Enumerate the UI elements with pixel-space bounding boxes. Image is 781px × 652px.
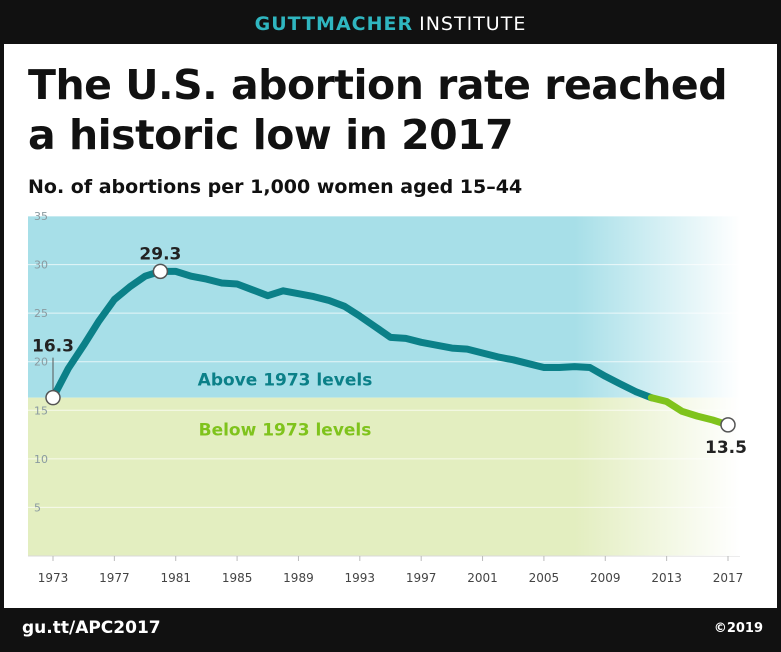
x-tick-label: 2017: [713, 571, 744, 585]
callout-marker: [45, 389, 61, 406]
x-tick-label: 2013: [651, 571, 682, 585]
x-tick-label: 2009: [590, 571, 621, 585]
header-bar: GUTTMACHER INSTITUTE: [4, 4, 777, 44]
x-tick-label: 1981: [160, 571, 191, 585]
x-tick-label: 1993: [345, 571, 376, 585]
copyright-text: ©2019: [713, 620, 763, 636]
y-tick-label: 25: [34, 307, 48, 320]
x-tick-label: 2001: [467, 571, 498, 585]
title-line-2: a historic low in 2017: [28, 111, 514, 159]
x-tick-label: 1977: [99, 571, 130, 585]
x-tick-label: 1989: [283, 571, 314, 585]
series-line-above: [49, 267, 655, 402]
callout-label: 13.5: [705, 438, 747, 458]
y-tick-label: 35: [34, 212, 48, 223]
above-region-label: Above 1973 levels: [198, 371, 373, 391]
abortion-rate-chart: 5 10 15 20 25 30 35 1973 1977 1981 1985 1989 1993 199…: [28, 212, 747, 585]
footer-link[interactable]: gu.tt/APC2017: [22, 618, 161, 638]
x-tick-label: 1985: [222, 571, 253, 585]
y-tick-label: 15: [34, 404, 48, 417]
below-region-label: Below 1973 levels: [199, 421, 372, 441]
y-tick-label: 5: [34, 501, 41, 514]
footer-bar: gu.tt/APC2017 ©2019: [4, 608, 777, 648]
y-tick-label: 10: [34, 453, 48, 466]
chart-subtitle: No. of abortions per 1,000 women aged 15…: [28, 176, 523, 198]
x-tick-label: 1997: [406, 571, 437, 585]
brand-institute: INSTITUTE: [419, 13, 527, 35]
x-tick-label: 1973: [38, 571, 69, 585]
brand-name: GUTTMACHER: [254, 13, 414, 35]
page-title: The U.S. abortion rate reached a histori…: [28, 60, 768, 160]
callout-label: 29.3: [139, 244, 181, 264]
y-tick-label: 20: [34, 356, 48, 369]
fade-overlay: [574, 216, 740, 556]
callout-marker: [720, 417, 736, 433]
callout-marker: [152, 263, 169, 280]
x-tick-label: 2005: [529, 571, 560, 585]
series-line-below: [647, 394, 732, 429]
callout-label: 16.3: [32, 337, 74, 357]
title-line-1: The U.S. abortion rate reached: [28, 61, 728, 109]
y-tick-label: 30: [34, 259, 48, 272]
